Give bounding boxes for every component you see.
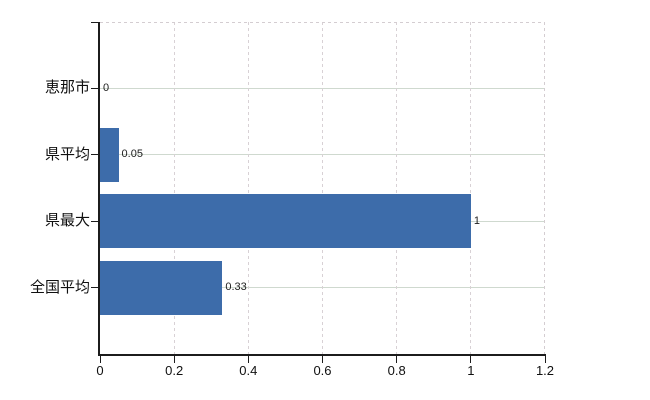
category-tick	[91, 154, 98, 156]
x-axis-tick	[247, 356, 249, 363]
bar-value-label: 0.33	[225, 281, 247, 294]
plot-area: 0 0.05 1 0.33	[100, 22, 545, 354]
bar-value-label: 1	[473, 214, 480, 227]
bar	[100, 194, 471, 249]
x-tick-label: 0.6	[313, 363, 332, 378]
x-tick-label: 1.2	[535, 363, 555, 378]
bar	[100, 260, 223, 315]
x-tick-label: 0	[96, 363, 104, 378]
x-axis	[98, 354, 546, 356]
vertical-gridline	[470, 22, 472, 354]
category-tick	[91, 287, 98, 289]
x-axis-tick	[173, 356, 175, 363]
x-axis-tick	[322, 356, 323, 363]
bar	[100, 127, 119, 182]
plot-right-border	[544, 22, 545, 354]
x-tick-label: 0.4	[239, 363, 258, 378]
category-tick	[91, 220, 98, 222]
y-axis-top-tick	[91, 22, 98, 23]
x-axis-tick	[99, 356, 101, 363]
vertical-gridline	[173, 22, 175, 354]
category-label: 県平均	[44, 145, 90, 163]
vertical-gridline	[247, 22, 249, 354]
category-tick	[91, 87, 98, 89]
bar-value-label: 0	[103, 81, 110, 94]
category-label: 全国平均	[29, 278, 90, 296]
vertical-gridline	[322, 22, 323, 354]
plot-top-border	[100, 22, 545, 23]
y-axis	[98, 22, 100, 356]
x-axis-tick	[470, 356, 472, 363]
x-tick-label: 0.2	[165, 363, 184, 378]
category-label: 県最大	[44, 212, 90, 230]
category-label: 恵那市	[44, 79, 90, 97]
x-tick-label: 0.8	[387, 363, 406, 378]
vertical-gridline	[396, 22, 398, 354]
x-tick-label: 1	[467, 363, 475, 378]
x-axis-tick	[396, 356, 398, 363]
bar-value-label: 0.05	[121, 148, 143, 161]
x-axis-tick	[544, 356, 546, 363]
